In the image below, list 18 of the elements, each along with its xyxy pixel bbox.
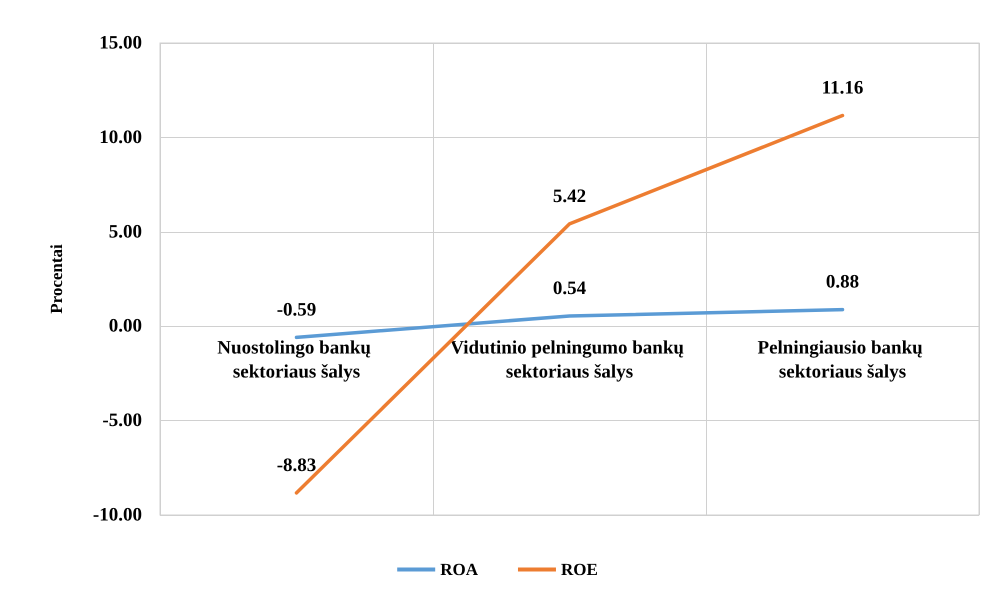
y-tick-label: 10.00: [99, 126, 142, 148]
data-label: 5.42: [552, 186, 586, 207]
x-tick-label: Vidutinio pelningumo bankų sektoriaus šalys: [450, 338, 689, 383]
y-tick-label: 5.00: [108, 221, 142, 242]
data-label: 0.54: [552, 278, 587, 300]
legend-label: ROA: [440, 560, 479, 579]
y-tick-label: 15.00: [99, 32, 142, 54]
data-label: -8.83: [276, 454, 316, 476]
y-tick-label: 0.00: [108, 316, 142, 337]
legend-label: ROE: [560, 560, 598, 579]
data-label: 0.88: [826, 272, 860, 293]
data-label: 11.16: [822, 78, 864, 98]
y-axis-title: Procentai: [47, 244, 66, 314]
y-tick-label: -5.00: [102, 410, 142, 432]
data-label: -0.59: [276, 299, 316, 320]
x-tick-label: Nuostolingo bankų sektoriaus šalys: [217, 338, 376, 383]
y-tick-label: -10.00: [92, 504, 142, 526]
x-tick-label: Pelningiausio bankų sektoriaus šalys: [757, 338, 928, 383]
